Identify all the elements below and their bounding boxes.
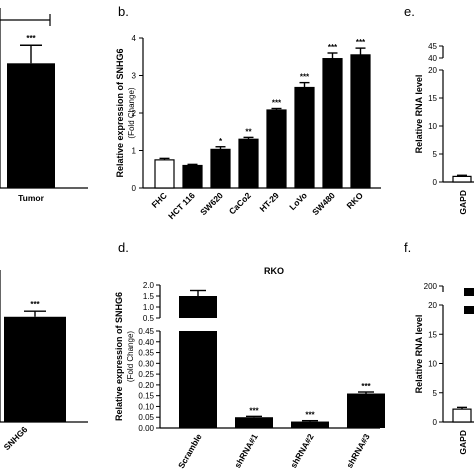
y-tick-label: 0.25 (138, 370, 154, 379)
bar (452, 175, 472, 183)
y-tick-label: 10 (428, 360, 437, 369)
y-tick-label: 0.10 (138, 402, 154, 411)
category-label: shRNA#2 (288, 432, 316, 470)
y-tick-label: 10 (428, 122, 437, 131)
bar (7, 63, 55, 188)
bar-upper (179, 296, 217, 318)
category-label: GAPD (458, 430, 468, 455)
y-axis-label: Relative RNA level (414, 75, 424, 154)
y-tick-label: 3 (132, 72, 137, 81)
panel-d-chart: d. 0.00 0.05 0.100.15 0.20 0.25 0.300.35 0.40 0… (114, 240, 385, 470)
category-label: SNHG6 (2, 424, 30, 452)
y-tick-label: 20 (428, 301, 437, 310)
y-tick-label: 1.0 (143, 303, 155, 312)
significance-mark: *** (328, 43, 338, 52)
category-label: Tumor (18, 193, 45, 203)
bar (4, 316, 66, 422)
panel-f-letter: f. (404, 240, 411, 255)
y-tick-label: 0.40 (138, 338, 154, 347)
y-tick-label: 40 (428, 54, 437, 63)
category-label: Scramble (176, 432, 204, 470)
panel-c-bottom-left: *** SNHG6 (0, 270, 88, 452)
significance-mark: *** (305, 411, 315, 420)
y-tick-label: 0.30 (138, 359, 154, 368)
y-tick-label: 0.15 (138, 392, 154, 401)
y-tick-label: 0 (433, 178, 438, 187)
category-label: HCT 116 (166, 190, 197, 221)
category-label: GAPD (458, 190, 468, 215)
significance-mark: *** (300, 73, 310, 82)
bar (154, 159, 175, 189)
y-tick-label: 15 (428, 94, 437, 103)
bar-lower (179, 331, 217, 428)
legend-swatch-1 (464, 288, 474, 296)
bar (266, 109, 287, 189)
bar (322, 58, 343, 189)
y-tick-label: 0.35 (138, 349, 154, 358)
y-tick-label: 5 (433, 389, 438, 398)
y-tick-label: 0.00 (138, 424, 154, 433)
category-label: SW620 (198, 190, 225, 217)
legend-swatch-2 (464, 306, 474, 314)
y-tick-label: 2 (132, 109, 137, 118)
y-tick-label: 45 (428, 42, 437, 51)
bar (350, 54, 371, 189)
bar (235, 417, 273, 428)
significance-mark: *** (249, 406, 259, 415)
y-tick-label: 5 (433, 150, 438, 159)
bar (347, 393, 385, 428)
chart-title: RKO (264, 266, 284, 276)
category-label: CaCo2 (227, 190, 253, 216)
bar (238, 138, 259, 189)
category-label: shRNA#1 (232, 432, 260, 470)
panel-e-letter: e. (404, 4, 415, 19)
category-label: FHC (149, 190, 168, 209)
significance-mark: *** (272, 99, 282, 108)
y-tick-label: 1.5 (143, 292, 155, 301)
category-label: LoVo (287, 190, 309, 212)
y-tick-label: 1 (132, 147, 137, 156)
bar (182, 164, 203, 189)
significance-mark: * (219, 137, 223, 146)
category-label: RKO (344, 190, 365, 211)
significance-mark: *** (30, 300, 40, 309)
y-tick-label: 0 (433, 418, 438, 427)
bar (210, 148, 231, 189)
y-axis-label: Relative expression of SNHG6 (115, 48, 125, 177)
y-axis-label: Relative expression of SNHG6 (114, 292, 124, 421)
y-tick-label: 0.05 (138, 413, 154, 422)
bar (452, 408, 472, 423)
y-axis-label-sub: (Fold Change) (127, 87, 136, 138)
category-label: SW480 (310, 190, 337, 217)
y-tick-label: 20 (428, 66, 437, 75)
y-tick-label: 0.45 (138, 327, 154, 336)
bar (294, 86, 315, 189)
y-axis-label-sub: (Fold Change) (126, 331, 135, 382)
y-tick-label: 4 (132, 34, 137, 43)
y-tick-label: 2.0 (143, 281, 155, 290)
bar (291, 421, 329, 428)
y-tick-label: 0 (132, 184, 137, 193)
y-tick-label: 0.5 (143, 314, 155, 323)
panel-e-chart: e. 0 5 10 15 20 40 45 GAPD Relative RNA level (404, 4, 474, 215)
panel-d-letter: d. (118, 240, 129, 255)
category-label: shRNA#3 (344, 432, 372, 470)
significance-mark: *** (356, 38, 366, 47)
panel-a-top: *** Tumor (0, 8, 88, 203)
panel-b-letter: b. (118, 4, 129, 19)
y-tick-label: 200 (424, 282, 438, 291)
significance-mark: *** (26, 34, 36, 43)
y-tick-label: 15 (428, 330, 437, 339)
y-tick-label: 0.20 (138, 381, 154, 390)
significance-mark: ** (245, 127, 252, 136)
panel-f-chart: f. 0 5 10 15 20 200 GAPD Relative RNA level (404, 240, 474, 455)
y-axis-label: Relative RNA level (414, 315, 424, 394)
category-label: HT-29 (257, 190, 281, 214)
significance-mark: *** (361, 382, 371, 391)
